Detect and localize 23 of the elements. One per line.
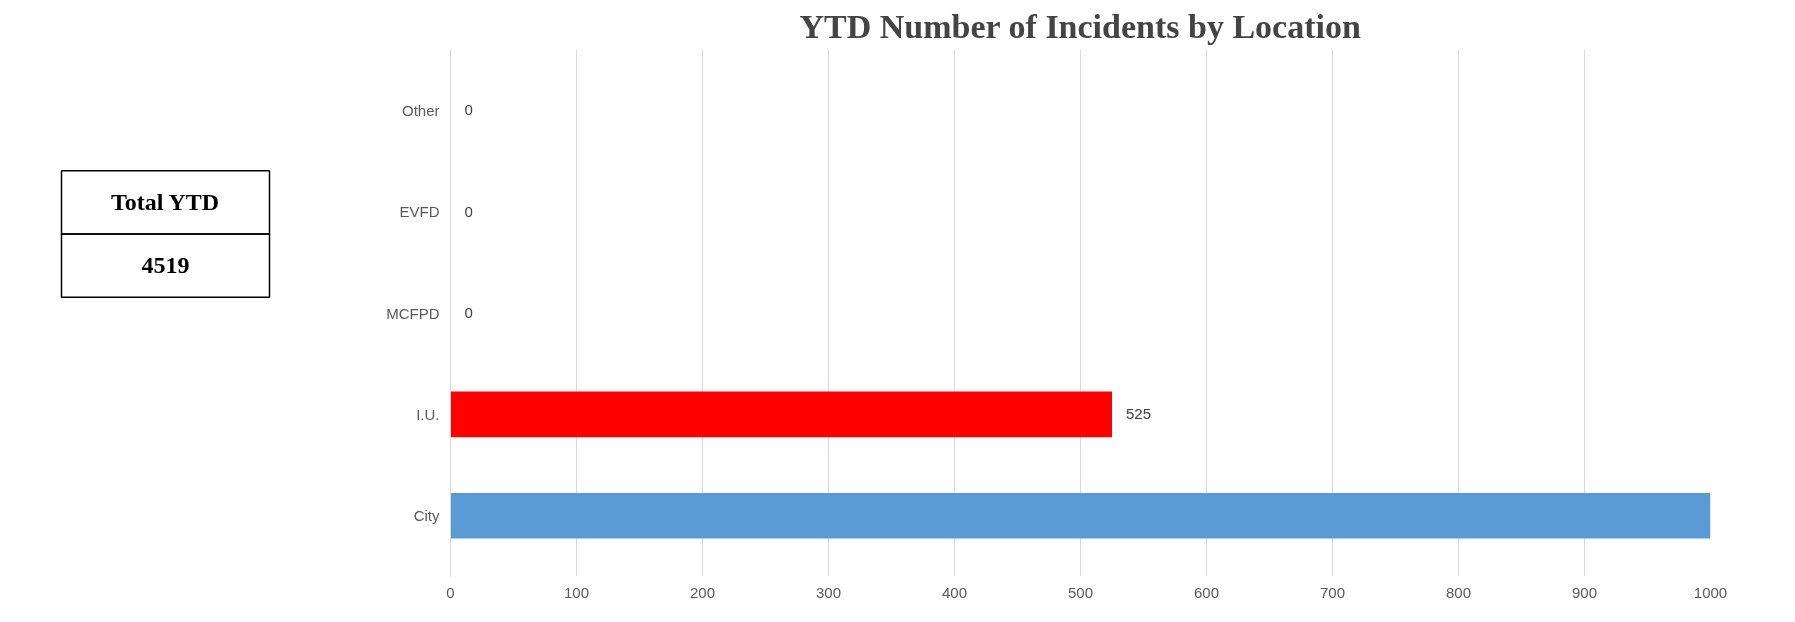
x-tick-label: 200 (689, 583, 716, 601)
y-tick-label: MCFPD (386, 304, 440, 322)
x-tick-label: 900 (1571, 583, 1598, 601)
x-tick-label: 400 (941, 583, 968, 601)
y-tick-label: EVFD (399, 203, 440, 221)
y-tick-label: I.U. (416, 405, 440, 423)
x-tick-label: 1000 (1693, 583, 1728, 601)
x-tick-label: 500 (1067, 583, 1094, 601)
data-label: 525 (1126, 405, 1152, 423)
text: Total YTD (110, 189, 220, 216)
x-tick-label: 800 (1445, 583, 1472, 601)
chart-title: YTD Number of Incidents by Location (799, 7, 1361, 45)
y-tick-label: City (413, 507, 440, 525)
data-label: 0 (464, 202, 473, 220)
x-tick-label: 700 (1319, 583, 1346, 601)
data-label: 0 (464, 304, 473, 321)
x-tick-label: 300 (815, 583, 842, 601)
y-tick-label: Other (401, 101, 440, 119)
x-tick-label: 100 (563, 583, 590, 601)
x-tick-label: 0 (446, 583, 455, 601)
data-label: 0 (464, 101, 473, 119)
text: 4519 (141, 252, 190, 279)
x-tick-label: 600 (1193, 583, 1220, 601)
